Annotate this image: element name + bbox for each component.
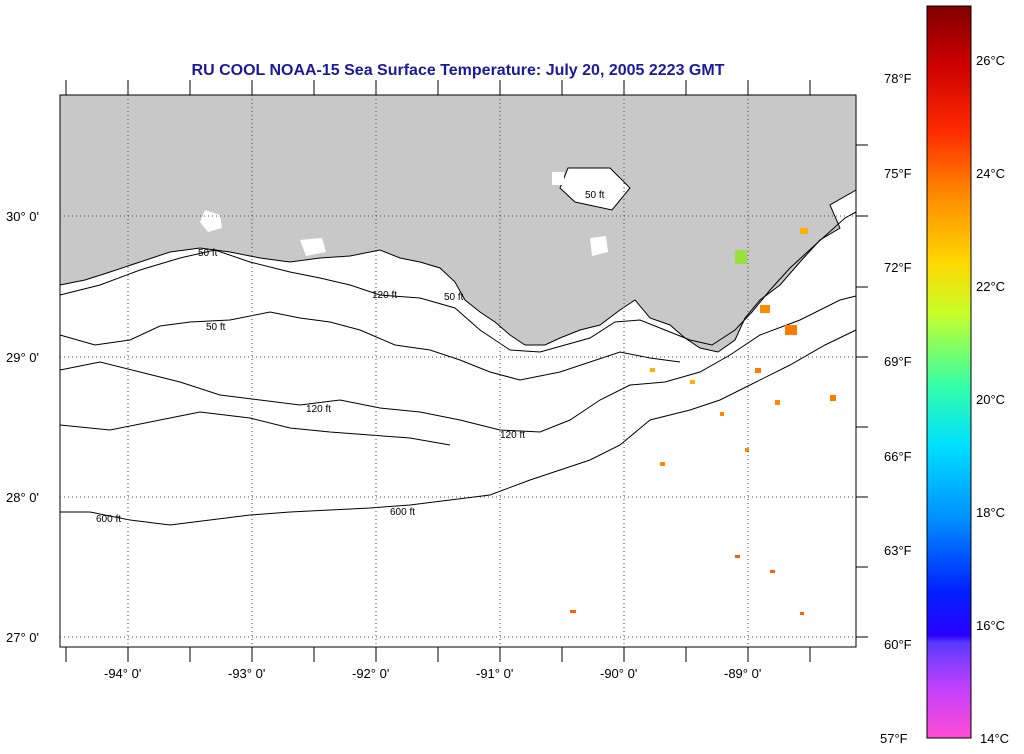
lat-label: 28° 0' (6, 490, 39, 505)
colorbar-c-label: 14°C (980, 731, 1010, 746)
contour-120ft (59, 411, 451, 446)
colorbar-f-label: 66°F (884, 449, 912, 464)
colorbar-c-label: 18°C (976, 505, 1006, 520)
lon-label: -89° 0' (724, 666, 761, 681)
lat-label: 30° 0' (6, 209, 39, 224)
contour-120ft (59, 295, 857, 433)
lake (559, 167, 631, 211)
land-mass (59, 94, 857, 353)
contour-label: 600 ft (390, 507, 415, 518)
frame-ticks (65, 80, 868, 662)
colorbar-f-label: 60°F (884, 637, 912, 652)
lon-label: -90° 0' (600, 666, 637, 681)
lake (590, 236, 608, 256)
colorbar-c-label: 24°C (976, 166, 1006, 181)
sst-patches (570, 228, 836, 615)
contour-label: 120 ft (500, 430, 525, 441)
colorbar-f-label: 63°F (884, 543, 912, 558)
lon-label: -92° 0' (352, 666, 389, 681)
colorbar-f-label: 72°F (884, 260, 912, 275)
colorbar-f-label: 57°F (880, 731, 908, 746)
colorbar-c-label: 22°C (976, 279, 1006, 294)
contour-50ft (59, 211, 857, 353)
lon-label: -91° 0' (476, 666, 513, 681)
colorbar-c-label: 26°C (976, 53, 1006, 68)
colorbar-f-label: 78°F (884, 71, 912, 86)
colorbar-c-label: 20°C (976, 392, 1006, 407)
contour-label: 50 ft (206, 322, 226, 333)
lon-label: -94° 0' (104, 666, 141, 681)
lat-label: 27° 0' (6, 630, 39, 645)
lake (552, 172, 564, 185)
colorbar-f-label: 75°F (884, 166, 912, 181)
graticule (60, 95, 856, 647)
contour-label: 50 ft (198, 248, 218, 259)
lake (300, 238, 326, 256)
contour-label: 120 ft (372, 290, 397, 301)
color-bar (926, 5, 972, 739)
contour-50ft (59, 311, 681, 381)
lat-label: 29° 0' (6, 350, 39, 365)
colorbar-f-label: 69°F (884, 354, 912, 369)
contour-label: 600 ft (96, 514, 121, 525)
map-title: RU COOL NOAA-15 Sea Surface Temperature:… (191, 62, 725, 79)
contour-label: 120 ft (306, 404, 331, 415)
contour-600ft (60, 329, 857, 526)
contour-label: 50 ft (585, 190, 605, 201)
lon-label: -93° 0' (228, 666, 265, 681)
colorbar-c-label: 16°C (976, 618, 1006, 633)
contour-label: 50 ft (444, 292, 464, 303)
